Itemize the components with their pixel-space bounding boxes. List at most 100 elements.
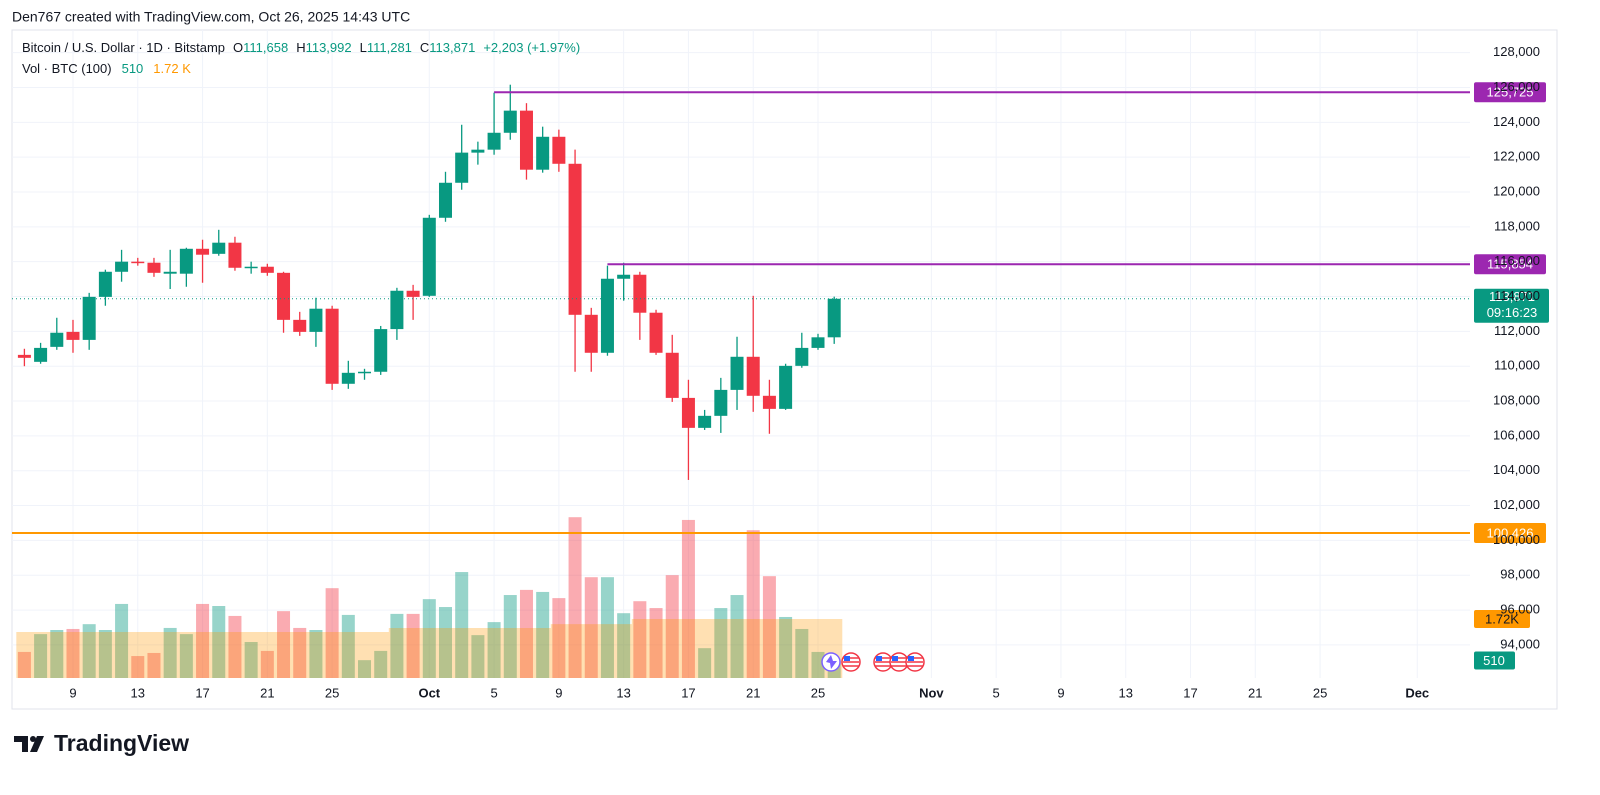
y-tick-label: 94,000 xyxy=(1500,636,1540,651)
y-tick-label: 122,000 xyxy=(1493,149,1540,164)
candle-body xyxy=(163,271,177,274)
volume-bar xyxy=(617,613,631,678)
candle-body xyxy=(131,261,145,264)
candle-body xyxy=(455,152,469,183)
volume-bar xyxy=(811,651,825,678)
legend-volume: Vol · BTC (100) 510 1.72 K xyxy=(22,61,191,76)
candle-body xyxy=(406,290,420,297)
x-tick-label: Nov xyxy=(919,685,944,700)
x-tick-label: 9 xyxy=(1057,685,1064,700)
candle-body xyxy=(179,248,193,274)
logo-text: TradingView xyxy=(54,730,189,756)
volume-bar xyxy=(406,613,420,678)
y-tick-label: 124,000 xyxy=(1493,114,1540,129)
x-tick-label: 13 xyxy=(1118,685,1132,700)
volume-ma-area xyxy=(16,619,843,678)
volume-bar xyxy=(714,608,728,678)
candle-body xyxy=(487,132,501,150)
volume-bar xyxy=(66,628,80,678)
candle-body xyxy=(390,290,404,330)
volume-bar xyxy=(115,603,129,678)
x-tick-label: 9 xyxy=(69,685,76,700)
price-line-label-box xyxy=(1474,522,1546,543)
candle-body xyxy=(212,242,226,254)
countdown: 09:16:23 xyxy=(1487,305,1538,320)
volume-bar xyxy=(698,648,712,678)
volume-bar xyxy=(762,576,776,678)
candle-body xyxy=(82,296,96,340)
candle-body xyxy=(422,217,436,296)
event-flag[interactable] xyxy=(889,652,909,672)
candle-body xyxy=(536,136,550,170)
volume-bar xyxy=(552,598,566,678)
volume-bar xyxy=(536,591,550,678)
y-tick-label: 126,000 xyxy=(1493,79,1540,94)
header: Den767 created with TradingView.com, Oct… xyxy=(12,9,410,25)
candle-body xyxy=(50,332,64,347)
x-tick-label: 13 xyxy=(131,685,145,700)
volume-bar xyxy=(665,575,679,678)
volume-bar xyxy=(519,589,533,678)
volume-bar xyxy=(374,650,388,678)
price-line-label: 100,426 xyxy=(1487,525,1534,540)
ohlc-key: C xyxy=(420,40,429,55)
candles xyxy=(17,84,841,480)
volume-bar xyxy=(390,613,404,678)
candle-body xyxy=(293,319,307,332)
x-tick-label: 25 xyxy=(325,685,339,700)
candle-body xyxy=(325,308,339,384)
y-tick-label: 102,000 xyxy=(1493,497,1540,512)
flag-canton xyxy=(892,656,898,661)
candle-body xyxy=(98,271,112,297)
chart-frame xyxy=(11,29,1558,710)
events xyxy=(821,652,925,672)
x-tick-label: 25 xyxy=(1313,685,1327,700)
symbol: Bitcoin / U.S. Dollar · 1D · Bitstamp xyxy=(22,40,225,55)
logo-icon xyxy=(14,736,44,752)
candle-body xyxy=(795,347,809,366)
ohlc-value: 113,992 xyxy=(306,40,352,55)
ohlc-key: L xyxy=(360,40,367,55)
volume-bar xyxy=(568,517,582,678)
volume-label: 510 xyxy=(1483,653,1505,668)
volume-bar xyxy=(163,627,177,678)
candle-body xyxy=(196,248,210,255)
candle-body xyxy=(714,389,728,416)
y-tick-label: 100,000 xyxy=(1493,532,1540,547)
x-tick-label: 21 xyxy=(746,685,760,700)
price-line-label-box xyxy=(1474,254,1546,275)
candle-body xyxy=(827,298,841,338)
logo-dot xyxy=(30,736,36,742)
event-flag[interactable] xyxy=(841,652,861,672)
ohlc-value: 111,281 xyxy=(367,40,412,55)
volume-bar xyxy=(17,651,31,678)
y-tick-label: 114,000 xyxy=(1494,288,1540,303)
volume-bar xyxy=(260,650,274,678)
event-flag[interactable] xyxy=(905,652,925,672)
volume-title: Vol · BTC (100) xyxy=(22,61,112,76)
volume-bar xyxy=(325,588,339,678)
x-tick-label: Dec xyxy=(1405,685,1429,700)
volume-bar xyxy=(471,635,485,678)
volume-bar xyxy=(212,606,226,678)
candle-body xyxy=(260,266,274,273)
candle-body xyxy=(341,372,355,384)
x-tick-label: 5 xyxy=(490,685,497,700)
volume-bar xyxy=(503,595,517,678)
volume-bar xyxy=(438,607,452,678)
candle-body xyxy=(779,365,793,409)
price-axis: 94,000 96,000 98,000 100,000 102,000 104,000 1… xyxy=(1493,44,1540,651)
ohlc-value: 111,658 xyxy=(243,40,288,55)
event-icon-glyph xyxy=(826,655,837,669)
x-tick-label: 17 xyxy=(195,685,209,700)
candle-body xyxy=(66,331,80,340)
ohlc-value: 113,871 xyxy=(429,40,475,55)
volume-bar xyxy=(584,577,598,678)
y-tick-label: 116,000 xyxy=(1494,253,1540,268)
y-tick-label: 106,000 xyxy=(1493,427,1540,442)
candle-body xyxy=(115,261,129,272)
volume-bar xyxy=(131,656,145,678)
